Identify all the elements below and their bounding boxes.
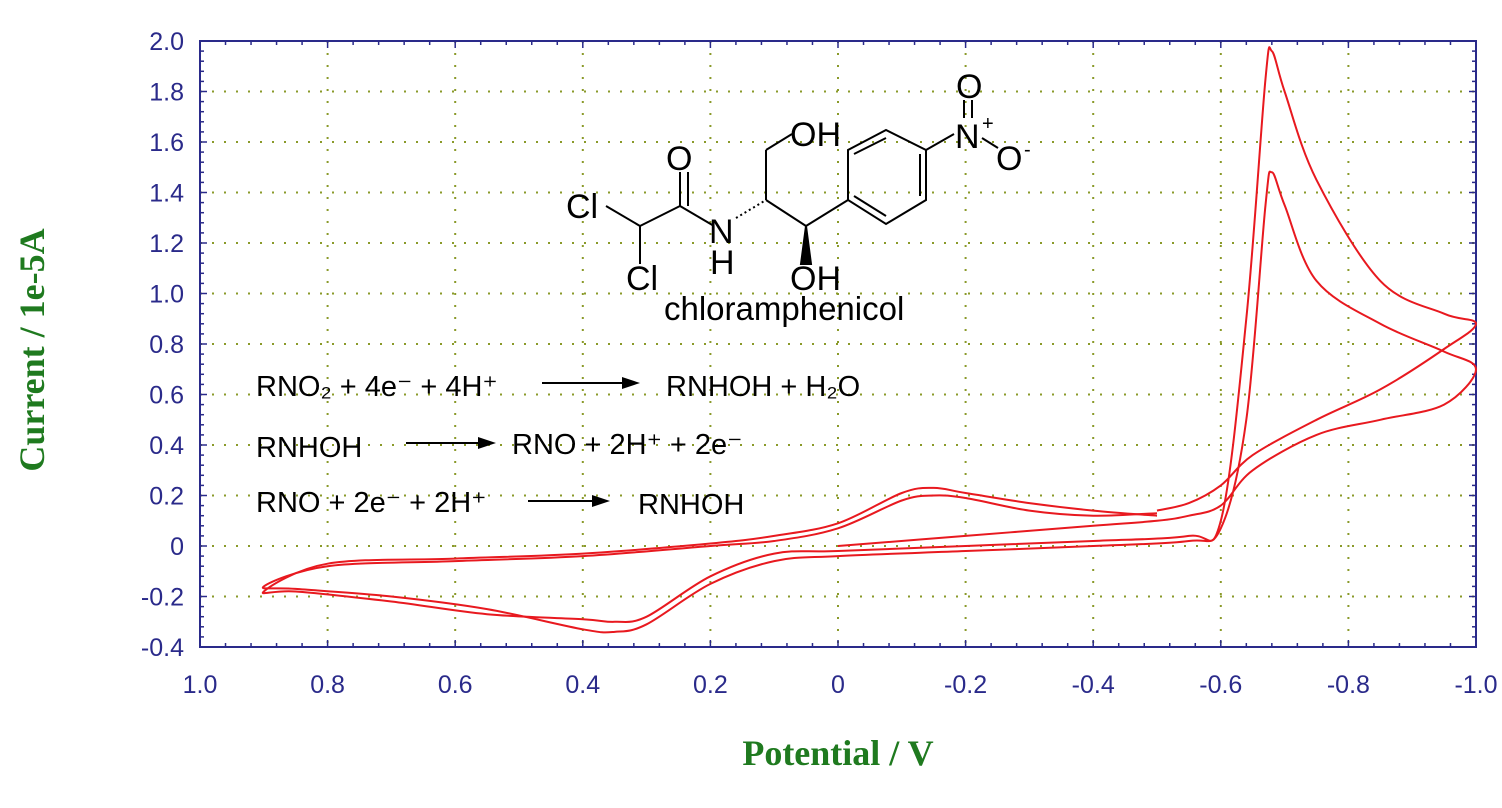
- y-tick-label: 1.2: [149, 230, 184, 258]
- x-tick-label: -0.4: [1072, 671, 1115, 699]
- reaction-1-right: RNHOH + H₂O: [666, 371, 860, 403]
- reaction-3-right: RNHOH: [638, 489, 744, 521]
- x-tick-label: -0.6: [1199, 671, 1242, 699]
- y-tick-label: 2.0: [149, 28, 184, 56]
- cv-series-2: [261, 46, 1478, 623]
- molecule-n-label: N: [709, 213, 734, 251]
- molecule-oh-top-label: OH: [790, 116, 841, 154]
- chloramphenicol-structure: [605, 100, 999, 265]
- reaction-3-left: RNO + 2e⁻ + 2H⁺: [256, 487, 487, 519]
- y-tick-label: -0.4: [141, 634, 184, 662]
- molecule-nitro-n-label: N: [955, 118, 980, 156]
- x-tick-label: 0.4: [565, 671, 600, 699]
- y-tick-label: 1.6: [149, 129, 184, 157]
- y-tick-label: 0.4: [149, 432, 184, 460]
- x-tick-label: 1.0: [183, 671, 218, 699]
- y-tick-label: -0.2: [141, 584, 184, 612]
- y-tick-label: 0: [170, 533, 184, 561]
- x-tick-label: 0: [831, 671, 845, 699]
- reaction-3-arrowhead: [592, 495, 610, 507]
- x-axis-title: Potential / V: [742, 733, 933, 773]
- molecule-cl-label-1: Cl: [566, 188, 598, 226]
- molecule-o-minus-label: -: [1024, 139, 1031, 161]
- x-tick-label: 0.8: [310, 671, 345, 699]
- molecule-h-label: H: [710, 244, 735, 282]
- cv-series-1: [261, 170, 1478, 634]
- reaction-2-arrowhead: [478, 437, 496, 449]
- reaction-2-left: RNHOH: [256, 432, 362, 464]
- molecule-cl-label-2: Cl: [626, 260, 658, 298]
- molecule-nitro-o-right-label: O: [996, 140, 1022, 178]
- x-axis-tick-labels: 1.0 0.8 0.6 0.4 0.2 0 -0.2 -0.4 -0.6 -0.8 -1.0: [183, 671, 1498, 699]
- molecule-name-label: chloramphenicol: [664, 290, 904, 327]
- y-axis-tick-labels: 2.0 1.8 1.6 1.4 1.2 1.0 0.8 0.6 0.4 0.2 0 -0.2 -0.4: [141, 28, 184, 662]
- data-series: [261, 46, 1478, 634]
- x-tick-label: 0.6: [438, 671, 473, 699]
- molecule-carbonyl-o-label: O: [666, 140, 692, 178]
- reaction-2-right: RNO + 2H⁺ + 2e⁻: [512, 429, 743, 461]
- minor-ticks: [199, 40, 1477, 648]
- x-tick-label: -1.0: [1454, 671, 1497, 699]
- y-tick-label: 1.8: [149, 79, 184, 107]
- x-tick-label: -0.2: [944, 671, 987, 699]
- y-tick-label: 1.0: [149, 281, 184, 309]
- x-tick-label: 0.2: [693, 671, 728, 699]
- y-tick-label: 0.6: [149, 382, 184, 410]
- y-axis-title: Current / 1e-5A: [12, 228, 52, 471]
- molecule-oh-bottom-label: OH: [790, 260, 841, 298]
- y-tick-label: 0.8: [149, 331, 184, 359]
- reaction-1-left: RNO₂ + 4e⁻ + 4H⁺: [256, 371, 498, 403]
- reaction-1-arrowhead: [622, 377, 640, 389]
- molecule-n-plus-label: +: [982, 113, 994, 135]
- x-tick-label: -0.8: [1327, 671, 1370, 699]
- y-tick-label: 1.4: [149, 180, 184, 208]
- y-tick-label: 0.2: [149, 483, 184, 511]
- molecule-nitro-o-top-label: O: [956, 68, 982, 106]
